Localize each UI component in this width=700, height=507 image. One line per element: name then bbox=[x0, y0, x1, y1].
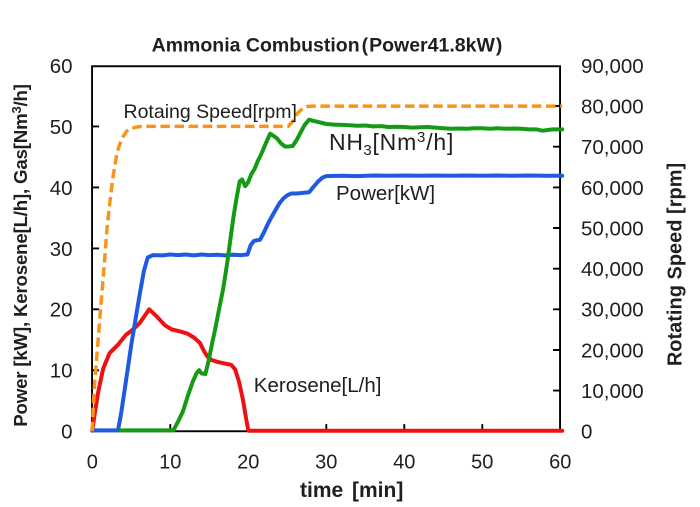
svg-text:Rotaing Speed[rpm]: Rotaing Speed[rpm] bbox=[124, 101, 297, 123]
svg-text:50,000: 50,000 bbox=[581, 217, 644, 240]
svg-text:time: time bbox=[300, 479, 343, 502]
svg-text:60,000: 60,000 bbox=[581, 177, 644, 200]
svg-text:NH3[Nm3/h]: NH3[Nm3/h] bbox=[329, 129, 454, 159]
svg-text:Power[kW]: Power[kW] bbox=[336, 182, 435, 205]
svg-text:Power [kW], Kerosene[L/h], Gas: Power [kW], Kerosene[L/h], Gas[Nm3/h] bbox=[9, 84, 31, 426]
svg-text:30: 30 bbox=[50, 238, 73, 261]
svg-text:20: 20 bbox=[237, 452, 259, 474]
svg-text:10,000: 10,000 bbox=[581, 380, 644, 403]
svg-text:0: 0 bbox=[87, 452, 98, 474]
svg-text:30: 30 bbox=[315, 452, 337, 474]
svg-text:40,000: 40,000 bbox=[581, 258, 644, 281]
svg-text:0: 0 bbox=[581, 421, 592, 444]
svg-text:10: 10 bbox=[50, 360, 73, 383]
svg-text:Rotating Speed [rpm]: Rotating Speed [rpm] bbox=[665, 163, 687, 366]
svg-text:[min]: [min] bbox=[352, 479, 403, 502]
svg-text:60: 60 bbox=[50, 55, 73, 78]
svg-text:40: 40 bbox=[393, 452, 415, 474]
svg-text:70,000: 70,000 bbox=[581, 136, 644, 159]
svg-text:30,000: 30,000 bbox=[581, 299, 644, 322]
svg-text:20,000: 20,000 bbox=[581, 339, 644, 362]
svg-text:80,000: 80,000 bbox=[581, 96, 644, 119]
svg-text:50: 50 bbox=[471, 452, 493, 474]
svg-text:40: 40 bbox=[50, 177, 73, 200]
svg-text:Ammonia Combustion(Power41.8kW: Ammonia Combustion (Power41.8kW) bbox=[152, 35, 503, 57]
svg-text:20: 20 bbox=[50, 299, 73, 322]
svg-text:60: 60 bbox=[549, 452, 571, 474]
svg-text:0: 0 bbox=[61, 421, 72, 444]
svg-text:Kerosene[L/h]: Kerosene[L/h] bbox=[254, 374, 382, 397]
svg-text:50: 50 bbox=[50, 116, 73, 139]
svg-text:90,000: 90,000 bbox=[581, 55, 644, 78]
svg-text:10: 10 bbox=[159, 452, 181, 474]
